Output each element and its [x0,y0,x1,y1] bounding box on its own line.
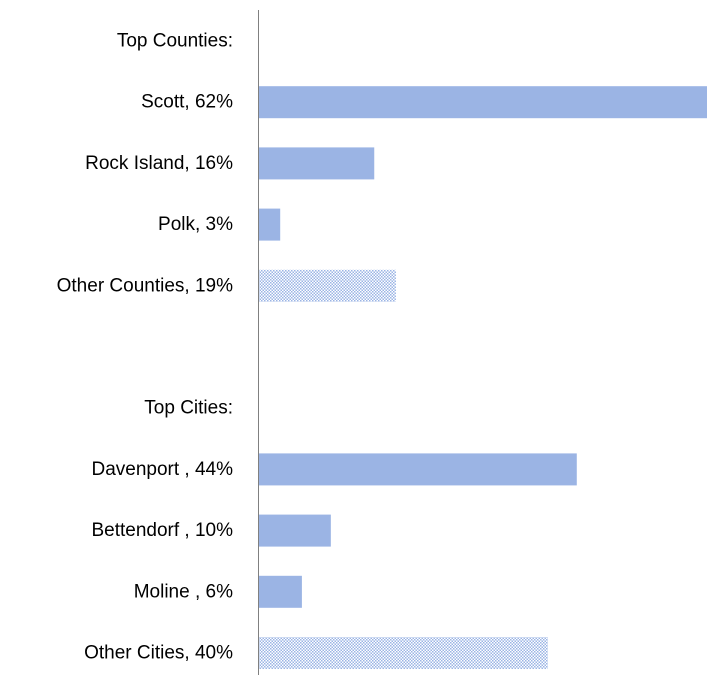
category-label: Top Cities: [144,398,233,419]
category-label: Polk, 3% [158,214,233,235]
category-label: Top Counties: [117,31,233,52]
bar [258,514,331,547]
bar [258,453,577,486]
category-label: Moline , 6% [134,581,233,602]
category-label: Davenport , 44% [91,459,233,480]
bar [258,575,302,608]
category-label: Other Counties, 19% [57,275,233,296]
category-label: Rock Island, 16% [85,153,233,174]
bar-patterned [258,269,396,302]
category-labels: Top Counties: Scott, 62% Rock Island, 16% P… [57,31,233,664]
category-label: Scott, 62% [141,92,233,113]
bar [258,147,375,180]
bar [258,86,707,119]
bars-layer [258,86,707,669]
category-label: Other Cities, 40% [84,643,233,664]
bar [258,208,281,241]
category-label: Bettendorf , 10% [91,520,233,541]
bar-patterned [258,637,548,669]
